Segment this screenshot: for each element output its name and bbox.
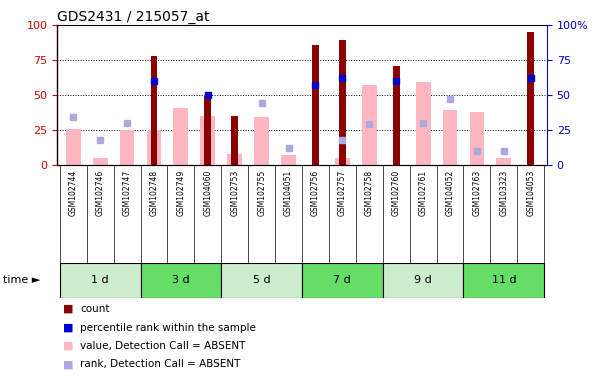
Bar <box>528 32 534 165</box>
Text: 9 d: 9 d <box>414 275 432 285</box>
Bar <box>66 129 81 165</box>
Text: GSM102756: GSM102756 <box>311 170 320 216</box>
Bar <box>302 263 383 298</box>
Bar <box>416 83 430 165</box>
Text: ■: ■ <box>63 323 73 333</box>
Text: GDS2431 / 215057_at: GDS2431 / 215057_at <box>57 10 210 23</box>
Bar <box>200 116 215 165</box>
Text: GSM102753: GSM102753 <box>230 170 239 216</box>
Bar <box>221 263 302 298</box>
Text: GSM102749: GSM102749 <box>177 170 185 216</box>
Text: GSM104053: GSM104053 <box>526 170 535 217</box>
Text: GSM102746: GSM102746 <box>96 170 105 216</box>
Text: 5 d: 5 d <box>253 275 270 285</box>
Bar <box>174 108 188 165</box>
Bar <box>312 45 319 165</box>
Bar <box>281 155 296 165</box>
Text: ■: ■ <box>63 359 73 369</box>
Bar <box>469 112 484 165</box>
Text: GSM104060: GSM104060 <box>203 170 212 217</box>
Text: GSM102757: GSM102757 <box>338 170 347 216</box>
Bar <box>339 40 346 165</box>
Bar <box>141 263 221 298</box>
Bar <box>335 158 350 165</box>
Text: percentile rank within the sample: percentile rank within the sample <box>80 323 256 333</box>
Bar <box>383 263 463 298</box>
Bar <box>120 130 135 165</box>
Text: 11 d: 11 d <box>492 275 516 285</box>
Text: 3 d: 3 d <box>172 275 190 285</box>
Bar <box>393 66 400 165</box>
Bar <box>362 85 377 165</box>
Bar <box>227 154 242 165</box>
Text: rank, Detection Call = ABSENT: rank, Detection Call = ABSENT <box>80 359 240 369</box>
Text: GSM102755: GSM102755 <box>257 170 266 216</box>
Text: GSM102760: GSM102760 <box>392 170 401 216</box>
Bar <box>463 263 545 298</box>
Bar <box>254 118 269 165</box>
Text: ■: ■ <box>63 304 73 314</box>
Text: 1 d: 1 d <box>91 275 109 285</box>
Bar <box>442 111 457 165</box>
Text: value, Detection Call = ABSENT: value, Detection Call = ABSENT <box>80 341 245 351</box>
Text: time ►: time ► <box>3 275 40 285</box>
Text: GSM103323: GSM103323 <box>499 170 508 216</box>
Text: GSM104052: GSM104052 <box>445 170 454 216</box>
Bar <box>93 158 108 165</box>
Text: count: count <box>80 304 109 314</box>
Bar <box>147 130 162 165</box>
Text: GSM102761: GSM102761 <box>419 170 427 216</box>
Text: GSM104051: GSM104051 <box>284 170 293 216</box>
Bar <box>231 116 238 165</box>
Text: ■: ■ <box>63 341 73 351</box>
Text: GSM102744: GSM102744 <box>69 170 78 216</box>
Text: 7 d: 7 d <box>334 275 351 285</box>
Text: GSM102763: GSM102763 <box>472 170 481 216</box>
Text: GSM102747: GSM102747 <box>123 170 132 216</box>
Bar <box>204 96 211 165</box>
Bar <box>59 263 141 298</box>
Bar <box>496 158 511 165</box>
Text: GSM102758: GSM102758 <box>365 170 374 216</box>
Text: GSM102748: GSM102748 <box>150 170 159 216</box>
Bar <box>151 56 157 165</box>
